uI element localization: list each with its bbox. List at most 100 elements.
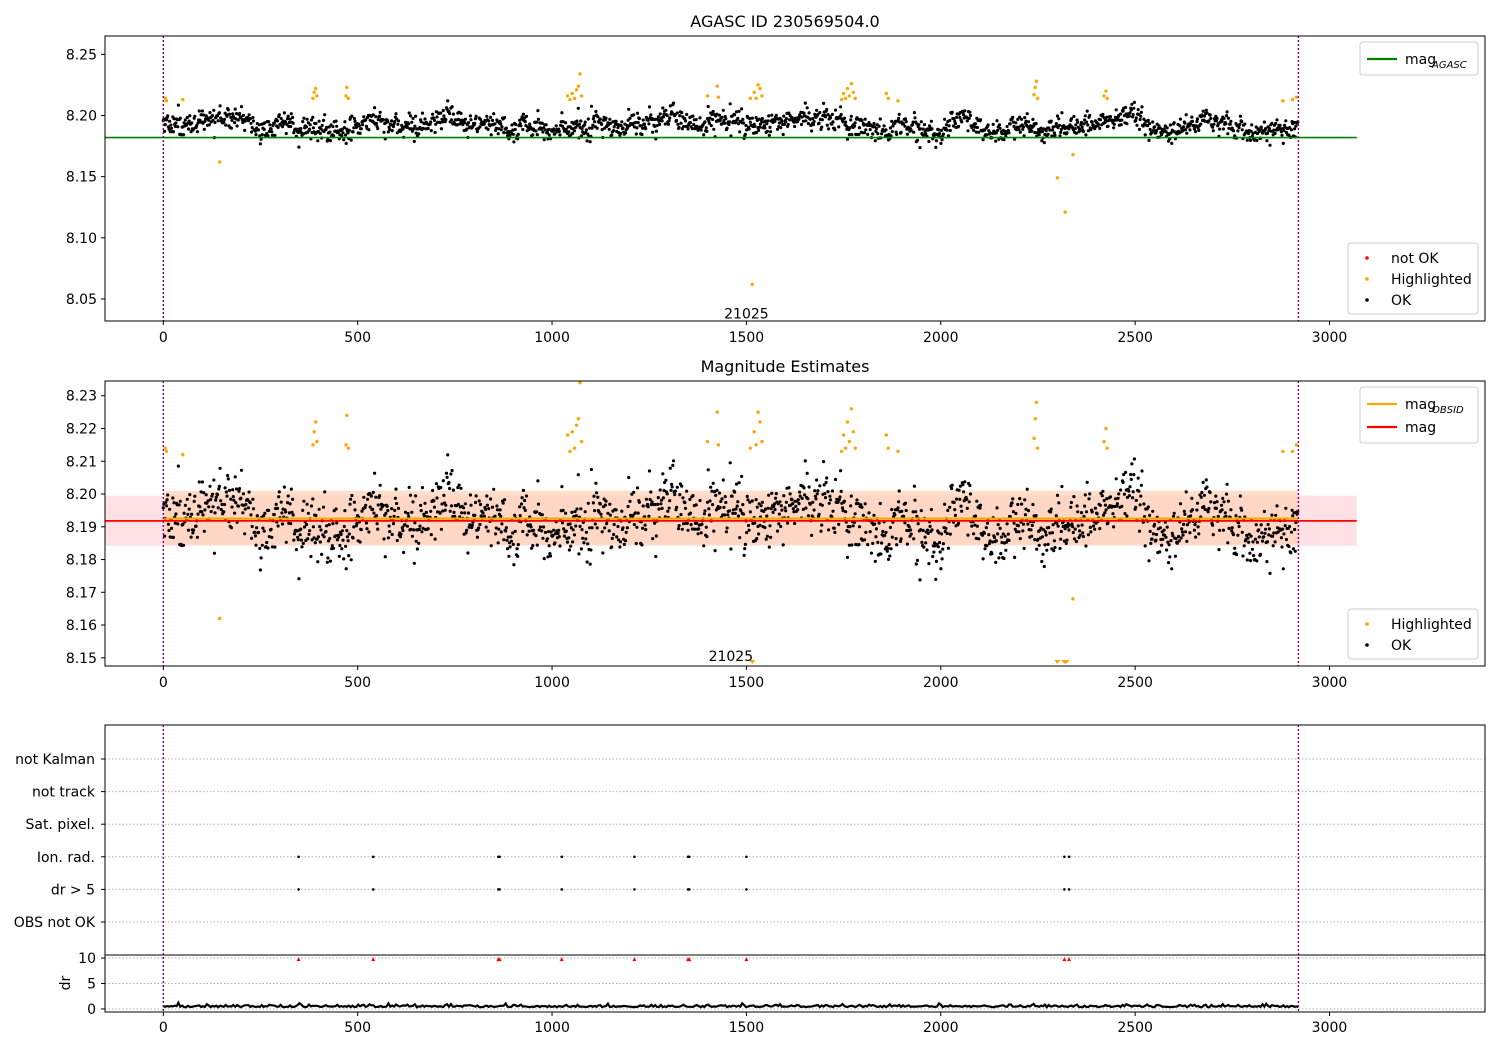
ok-point <box>485 114 489 118</box>
ok-point <box>497 127 501 131</box>
ok-point <box>531 133 535 137</box>
ok-point <box>767 545 771 549</box>
ok-point <box>512 563 516 567</box>
ok-point <box>531 544 535 548</box>
ok-point <box>643 523 647 527</box>
ok-point <box>733 113 737 117</box>
ok-point <box>694 503 698 507</box>
ok-point <box>941 542 946 546</box>
ok-point <box>754 498 758 502</box>
ok-point <box>909 528 913 532</box>
ok-point <box>410 120 414 124</box>
ok-point <box>172 501 176 505</box>
ok-point <box>355 522 359 526</box>
ok-point <box>938 540 942 545</box>
ok-point <box>1148 529 1152 534</box>
ok-point <box>1007 538 1011 543</box>
ok-point <box>235 124 239 128</box>
ok-point <box>291 115 295 120</box>
flag-point <box>745 888 748 891</box>
ok-point <box>649 113 653 117</box>
ok-point <box>707 507 711 511</box>
highlighted-point <box>843 446 848 450</box>
ok-point <box>966 129 970 133</box>
ok-point <box>864 128 868 132</box>
ok-point <box>331 522 335 526</box>
ok-point <box>456 502 460 506</box>
ok-point <box>950 110 954 114</box>
ok-point <box>1035 547 1039 551</box>
ok-point <box>763 525 767 530</box>
ok-point <box>661 106 665 110</box>
ok-point <box>318 525 322 529</box>
y-tick-label: 8.20 <box>66 487 97 503</box>
ok-point <box>383 555 387 559</box>
ok-point <box>737 109 741 113</box>
ok-point <box>426 527 430 531</box>
ok-point <box>781 132 785 137</box>
ok-point <box>417 132 421 136</box>
ok-point <box>868 530 872 534</box>
ok-point <box>468 493 472 497</box>
ok-point <box>931 554 935 559</box>
ok-point <box>699 531 703 535</box>
ok-point <box>702 544 706 548</box>
ok-point <box>291 513 295 517</box>
ok-point <box>251 119 256 123</box>
ok-point <box>604 499 608 503</box>
ok-point <box>583 510 587 514</box>
ok-point <box>1177 534 1181 539</box>
ok-point <box>1139 494 1143 498</box>
ok-point <box>691 114 695 118</box>
ok-point <box>484 507 488 511</box>
ok-point <box>251 507 256 511</box>
ok-point <box>712 490 717 494</box>
ok-point <box>511 128 515 132</box>
ok-point <box>734 110 739 114</box>
ok-point <box>926 128 930 132</box>
ok-point <box>1132 457 1136 461</box>
ok-point <box>1114 108 1118 112</box>
ok-point <box>849 494 853 498</box>
highlighted-point <box>344 443 348 447</box>
ok-point <box>224 490 228 494</box>
ok-point <box>334 119 338 123</box>
flag-point <box>297 855 300 859</box>
ok-point <box>1017 530 1021 534</box>
ok-point <box>1110 118 1114 122</box>
ok-point <box>978 506 982 510</box>
ok-point <box>968 110 972 114</box>
ok-point <box>411 500 415 504</box>
ok-point <box>1060 111 1064 115</box>
ok-point <box>173 124 177 128</box>
ok-point <box>973 523 977 527</box>
ok-point <box>833 128 837 132</box>
ok-point <box>801 507 806 511</box>
ok-point <box>977 130 981 134</box>
ok-point <box>220 117 224 121</box>
ok-point <box>1090 120 1094 124</box>
ok-point <box>772 502 777 506</box>
ok-point <box>710 489 714 493</box>
ok-point <box>564 511 568 515</box>
ok-point <box>1146 124 1150 128</box>
ok-point <box>1243 122 1247 126</box>
ok-point <box>686 127 690 131</box>
flag-row-label: Sat. pixel. <box>26 817 95 833</box>
ok-point <box>646 118 650 122</box>
ok-point <box>804 119 808 123</box>
ok-point <box>712 529 716 533</box>
flag-point <box>1067 855 1071 859</box>
ok-point <box>348 502 352 506</box>
ok-point <box>318 131 322 135</box>
ok-point <box>1102 498 1106 503</box>
ok-point <box>300 545 304 549</box>
ok-point <box>862 123 866 127</box>
ok-point <box>889 547 893 551</box>
ok-point <box>813 494 818 498</box>
ok-point <box>1000 540 1004 545</box>
legend-point-label: OK <box>1391 638 1412 654</box>
ok-point <box>572 533 577 537</box>
ok-point <box>747 528 751 532</box>
